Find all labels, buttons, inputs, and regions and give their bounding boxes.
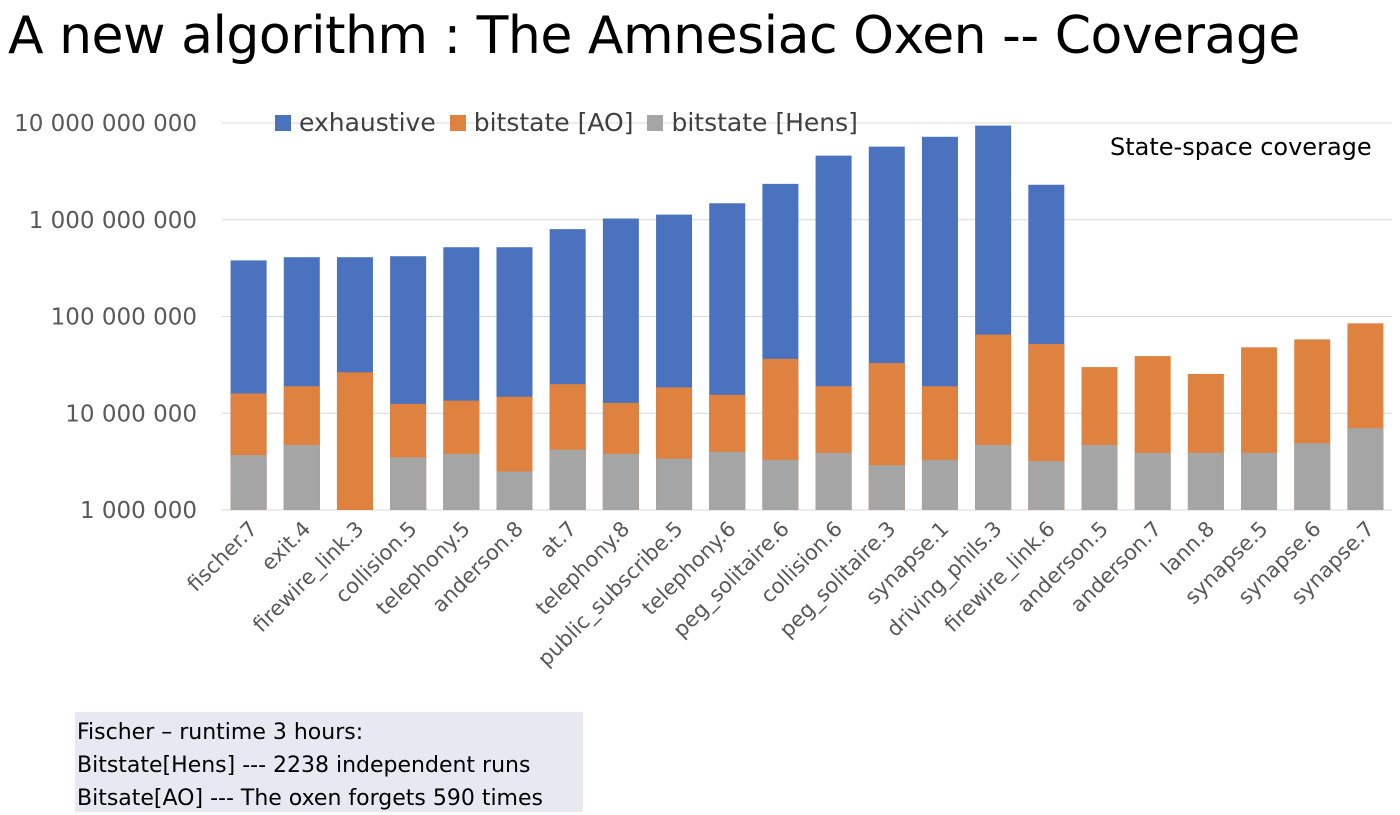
note-box: Fischer – runtime 3 hours: Bitstate[Hens… xyxy=(75,712,583,812)
bar-bitstate-hens- xyxy=(709,451,746,510)
legend-label: bitstate [Hens] xyxy=(671,108,858,137)
bar-bitstate-hens- xyxy=(921,459,958,510)
note-line: Fischer – runtime 3 hours: xyxy=(77,720,364,745)
legend-swatch xyxy=(647,114,664,131)
y-tick-label: 1 000 000 000 xyxy=(29,208,197,234)
note-line: Bitstate[Hens] --- 2238 independent runs xyxy=(77,753,531,778)
bar-bitstate-hens- xyxy=(762,459,799,510)
chart-annotation: State-space coverage xyxy=(1110,133,1372,161)
legend-item: exhaustive xyxy=(275,108,436,137)
legend-item: bitstate [Hens] xyxy=(647,108,858,137)
bar-bitstate-hens- xyxy=(496,471,533,510)
y-tick-label: 10 000 000 000 xyxy=(14,111,197,137)
legend-label: exhaustive xyxy=(299,108,436,137)
x-tick-label: at.7 xyxy=(535,517,581,563)
bar-bitstate-hens- xyxy=(1294,443,1331,510)
bar-bitstate-hens- xyxy=(1134,452,1171,510)
bar-bitstate-hens- xyxy=(1028,461,1065,510)
legend-label: bitstate [AO] xyxy=(473,108,634,137)
bar-bitstate-hens- xyxy=(975,444,1012,510)
legend-swatch xyxy=(449,114,466,131)
bar-bitstate-hens- xyxy=(230,455,267,510)
bar-bitstate-hens- xyxy=(549,449,586,510)
legend-swatch xyxy=(275,114,291,131)
y-tick-label: 1 000 000 xyxy=(80,498,197,524)
chart-legend: exhaustive bitstate [AO] bitstate [Hens] xyxy=(275,108,858,137)
slide-title: A new algorithm : The Amnesiac Oxen -- C… xyxy=(8,6,1300,66)
coverage-bar-chart: 1 000 000 10 000 000 100 000 000 1 000 000 … xyxy=(14,111,1392,672)
bar-bitstate-hens- xyxy=(283,444,320,510)
legend-item: bitstate [AO] xyxy=(449,108,634,137)
bar-bitstate-hens- xyxy=(1081,444,1118,510)
bar-bitstate-hens- xyxy=(815,452,852,510)
bar-bitstate-hens- xyxy=(656,458,693,510)
bar-bitstate-ao- xyxy=(336,372,373,510)
bar-bitstate-hens- xyxy=(868,465,905,510)
y-tick-label: 100 000 000 xyxy=(51,305,197,331)
y-tick-label: 10 000 000 xyxy=(65,401,197,427)
bar-bitstate-hens- xyxy=(1347,428,1384,510)
bar-bitstate-hens- xyxy=(602,453,639,510)
bar-bitstate-hens- xyxy=(1241,452,1278,510)
x-tick-label: fischer.7 xyxy=(182,517,262,597)
bar-bitstate-hens- xyxy=(390,457,427,510)
note-line: Bitsate[AO] --- The oxen forgets 590 tim… xyxy=(77,786,543,811)
bar-bitstate-hens- xyxy=(1187,452,1224,510)
bar-bitstate-hens- xyxy=(443,453,480,510)
